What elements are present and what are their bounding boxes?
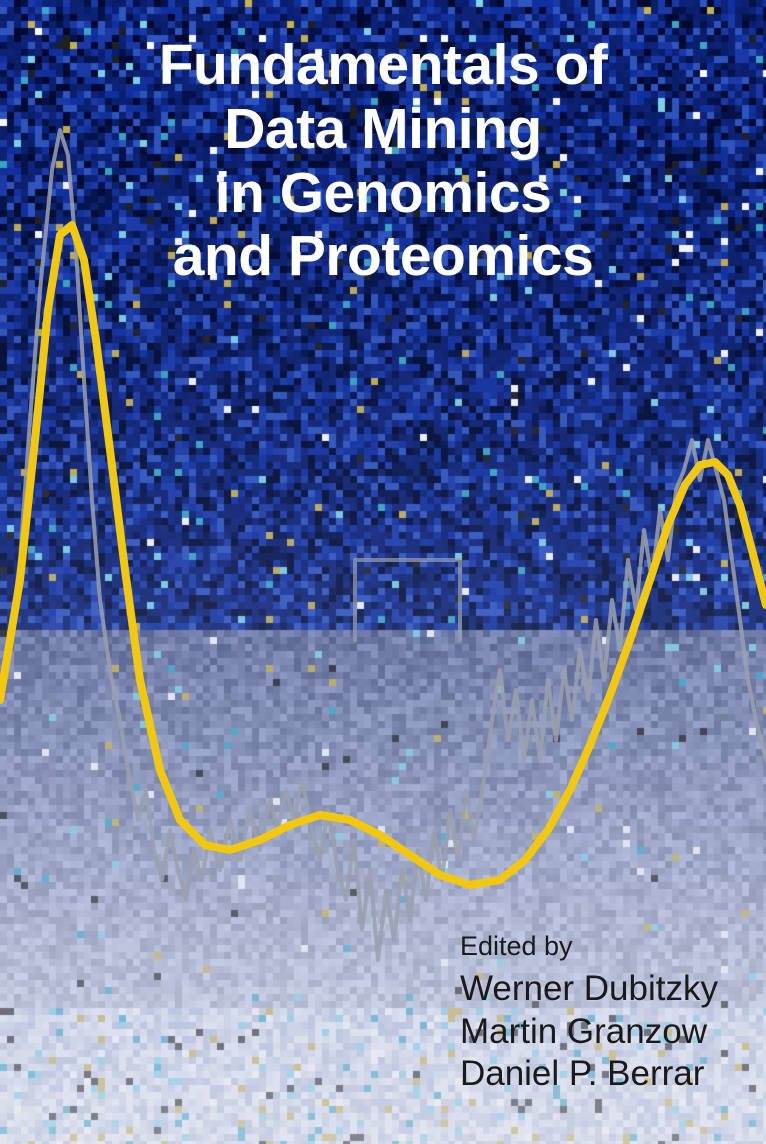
editor-name: Martin Granzow	[460, 1011, 718, 1054]
editors-block: Edited by Werner DubitzkyMartin GranzowD…	[460, 931, 718, 1096]
editor-names: Werner DubitzkyMartin GranzowDaniel P. B…	[460, 968, 718, 1096]
edited-by-label: Edited by	[460, 931, 718, 962]
title-line: and Proteomics	[0, 225, 766, 289]
title-line: Data Mining	[0, 98, 766, 162]
title-line: Fundamentals of	[0, 34, 766, 98]
editor-name: Werner Dubitzky	[460, 968, 718, 1011]
book-title: Fundamentals ofData Miningin Genomicsand…	[0, 34, 766, 289]
editor-name: Daniel P. Berrar	[460, 1053, 718, 1096]
book-cover: Fundamentals ofData Miningin Genomicsand…	[0, 0, 766, 1144]
title-line: in Genomics	[0, 162, 766, 226]
